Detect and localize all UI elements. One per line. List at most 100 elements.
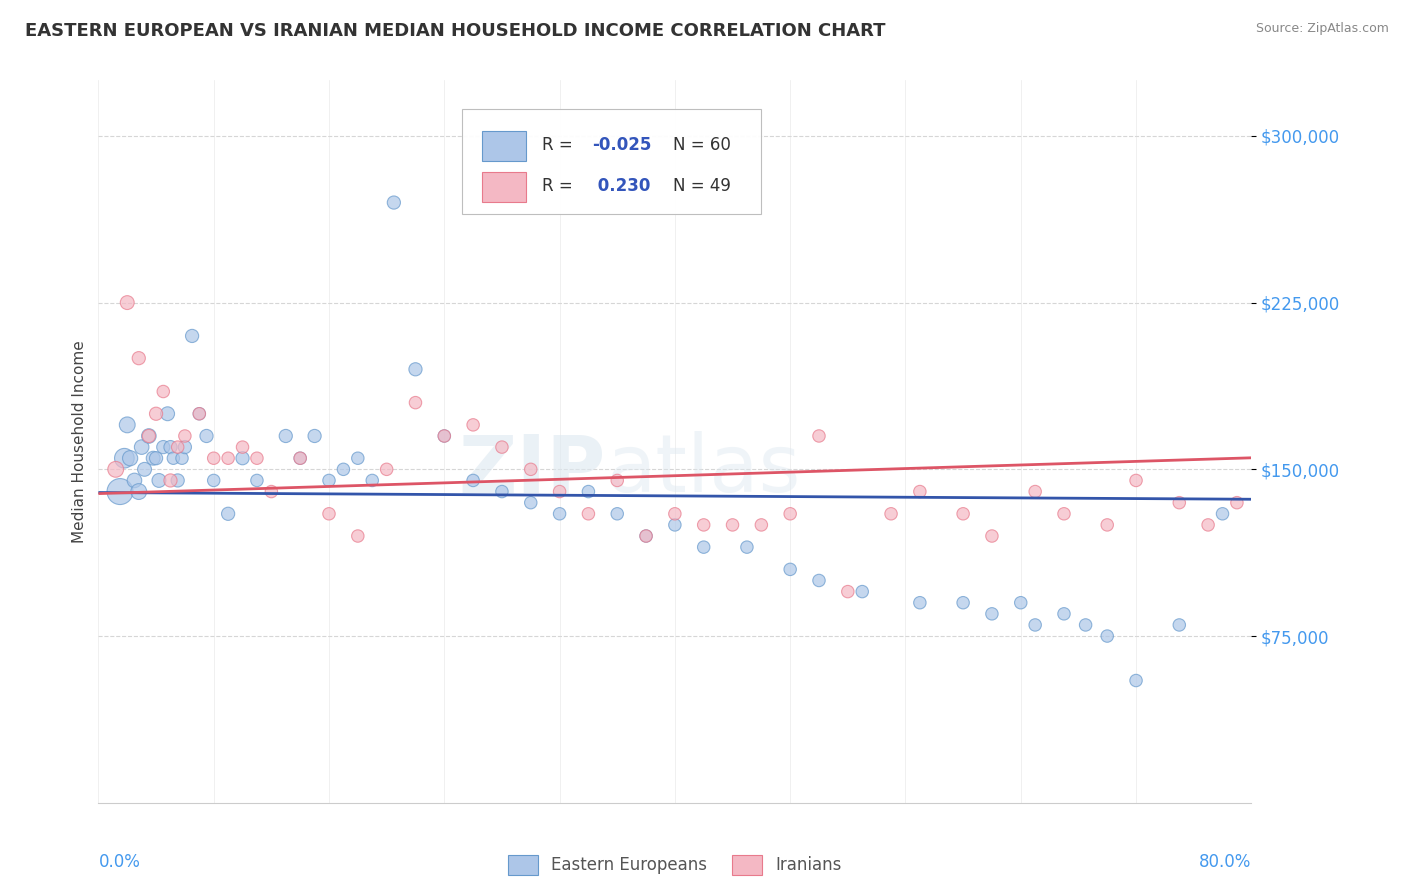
Point [152, 440, 174, 454]
Point [138, 429, 160, 443]
Point [1010, 596, 1032, 610]
Point [112, 451, 135, 466]
Point [231, 440, 254, 454]
Bar [482, 131, 526, 161]
Point [606, 507, 628, 521]
Point [202, 451, 225, 466]
Text: atlas: atlas [606, 432, 800, 509]
Point [1024, 618, 1046, 632]
Point [808, 574, 831, 588]
Text: 0.0%: 0.0% [98, 854, 141, 871]
Point [721, 517, 744, 532]
Point [433, 429, 456, 443]
Point [166, 440, 188, 454]
Point [578, 484, 600, 499]
Point [1024, 484, 1046, 499]
Point [1168, 618, 1191, 632]
Point [347, 529, 370, 543]
Point [290, 451, 312, 466]
Point [174, 429, 197, 443]
Point [290, 451, 312, 466]
Point [120, 451, 142, 466]
Point [735, 540, 758, 554]
Point [162, 451, 184, 466]
Point [837, 584, 859, 599]
Point [664, 517, 686, 532]
Point [138, 429, 160, 443]
Point [578, 507, 600, 521]
Point [433, 429, 456, 443]
Point [131, 440, 153, 454]
Point [851, 584, 873, 599]
Point [170, 451, 193, 466]
Point [693, 540, 716, 554]
Text: Source: ZipAtlas.com: Source: ZipAtlas.com [1256, 22, 1389, 36]
Point [908, 596, 931, 610]
Point [347, 451, 370, 466]
Point [166, 474, 188, 488]
Legend: Eastern Europeans, Iranians: Eastern Europeans, Iranians [501, 848, 849, 881]
Point [246, 474, 269, 488]
Text: N = 49: N = 49 [672, 178, 731, 195]
Point [134, 462, 156, 476]
Point [1254, 496, 1277, 510]
Point [1168, 496, 1191, 510]
Point [142, 451, 165, 466]
Point [779, 507, 801, 521]
Point [1053, 607, 1076, 621]
Point [382, 195, 405, 210]
Point [463, 474, 485, 488]
Point [808, 429, 831, 443]
Point [231, 451, 254, 466]
Point [217, 451, 239, 466]
Point [174, 440, 197, 454]
Point [751, 517, 773, 532]
Point [117, 417, 139, 432]
Point [520, 496, 543, 510]
Point [156, 407, 179, 421]
Point [1212, 507, 1234, 521]
Point [128, 351, 150, 366]
Point [188, 407, 211, 421]
Text: R =: R = [543, 178, 578, 195]
Point [548, 507, 571, 521]
Point [159, 474, 181, 488]
Point [1125, 673, 1147, 688]
FancyBboxPatch shape [461, 109, 762, 214]
Point [664, 507, 686, 521]
Text: R =: R = [543, 136, 578, 154]
Point [491, 484, 513, 499]
Point [1053, 507, 1076, 521]
Text: EASTERN EUROPEAN VS IRANIAN MEDIAN HOUSEHOLD INCOME CORRELATION CHART: EASTERN EUROPEAN VS IRANIAN MEDIAN HOUSE… [25, 22, 886, 40]
Point [606, 474, 628, 488]
Point [981, 529, 1004, 543]
Point [104, 462, 127, 476]
Point [1226, 496, 1249, 510]
Text: -0.025: -0.025 [592, 136, 651, 154]
Point [463, 417, 485, 432]
Point [952, 507, 974, 521]
Point [1197, 517, 1219, 532]
Bar [482, 172, 526, 202]
Point [1312, 517, 1334, 532]
Point [520, 462, 543, 476]
Point [636, 529, 658, 543]
Point [1074, 618, 1097, 632]
Point [145, 451, 167, 466]
Point [548, 484, 571, 499]
Point [159, 440, 181, 454]
Point [124, 474, 146, 488]
Point [952, 596, 974, 610]
Point [981, 607, 1004, 621]
Point [318, 474, 340, 488]
Point [217, 507, 239, 521]
Point [195, 429, 218, 443]
Point [1097, 517, 1119, 532]
Point [779, 562, 801, 576]
Point [1125, 474, 1147, 488]
Point [1284, 507, 1306, 521]
Point [148, 474, 170, 488]
Point [145, 407, 167, 421]
Point [304, 429, 326, 443]
Point [128, 484, 150, 499]
